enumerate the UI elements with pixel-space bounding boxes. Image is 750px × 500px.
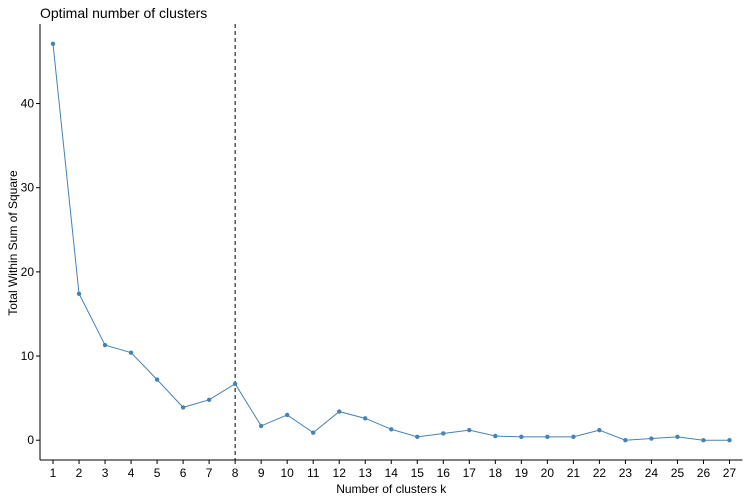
y-tick-label: 40 xyxy=(21,97,35,111)
y-tick-label: 30 xyxy=(21,181,35,195)
data-point xyxy=(389,427,394,432)
x-tick-label: 2 xyxy=(76,466,83,480)
data-point xyxy=(415,434,420,440)
data-point xyxy=(727,438,732,443)
y-axis-title: Total Within Sum of Square xyxy=(6,170,20,316)
x-tick-label: 8 xyxy=(232,466,239,480)
x-tick-label: 12 xyxy=(333,466,347,480)
x-tick-label: 11 xyxy=(307,466,320,480)
x-tick-label: 25 xyxy=(671,466,685,480)
data-point xyxy=(128,350,134,355)
y-tick-label: 0 xyxy=(27,433,34,447)
x-tick-label: 10 xyxy=(280,466,294,480)
x-tick-label: 21 xyxy=(567,466,581,480)
x-tick-label: 3 xyxy=(102,466,109,480)
data-point xyxy=(571,434,576,440)
x-tick-label: 17 xyxy=(463,466,477,480)
data-point xyxy=(467,427,472,433)
axes: 1 2 3 4 5 6 7 8 9 10 11 12 13 14 15 16 17 18 19 20 21 22 23 24 2… xyxy=(21,24,743,480)
data-point xyxy=(258,423,264,429)
x-tick-label: 20 xyxy=(541,466,555,480)
x-tick-label: 22 xyxy=(593,466,607,480)
y-tick-label: 20 xyxy=(21,265,35,279)
data-point xyxy=(284,412,290,418)
data-point xyxy=(701,438,706,443)
x-tick-label: 13 xyxy=(359,466,373,480)
x-tick-label: 16 xyxy=(437,466,451,480)
data-point xyxy=(180,405,186,410)
data-point xyxy=(493,433,498,439)
data-point xyxy=(519,434,524,440)
x-tick-label: 7 xyxy=(206,466,213,480)
data-point xyxy=(310,430,316,435)
data-point xyxy=(597,427,602,433)
data-point xyxy=(363,416,368,421)
data-point xyxy=(649,436,654,441)
x-tick-label: 24 xyxy=(645,466,659,480)
series-line xyxy=(52,43,730,441)
x-tick-label: 1 xyxy=(50,466,57,480)
x-tick-label: 9 xyxy=(258,466,265,480)
data-point xyxy=(154,377,160,382)
x-tick-label: 27 xyxy=(723,466,737,480)
data-point xyxy=(206,397,212,403)
x-tick-label: 6 xyxy=(180,466,187,480)
y-tick-label: 10 xyxy=(21,349,35,363)
x-tick-label: 19 xyxy=(515,466,529,480)
x-tick-label: 14 xyxy=(385,466,399,480)
x-tick-label: 5 xyxy=(154,466,161,480)
data-point xyxy=(102,342,108,348)
plot-area xyxy=(50,24,732,460)
data-point xyxy=(623,438,628,443)
x-tick-label: 15 xyxy=(411,466,425,480)
data-point xyxy=(50,41,56,46)
x-tick-label: 4 xyxy=(128,466,135,480)
data-point xyxy=(545,434,550,440)
data-point xyxy=(76,291,82,296)
data-point xyxy=(441,431,446,436)
x-tick-label: 23 xyxy=(619,466,633,480)
data-point xyxy=(232,381,238,387)
x-tick-label: 18 xyxy=(489,466,503,480)
x-tick-label: 26 xyxy=(697,466,711,480)
chart-title: Optimal number of clusters xyxy=(40,5,207,21)
x-axis-title: Number of clusters k xyxy=(336,482,447,496)
data-point xyxy=(337,409,342,414)
data-point xyxy=(675,434,680,440)
